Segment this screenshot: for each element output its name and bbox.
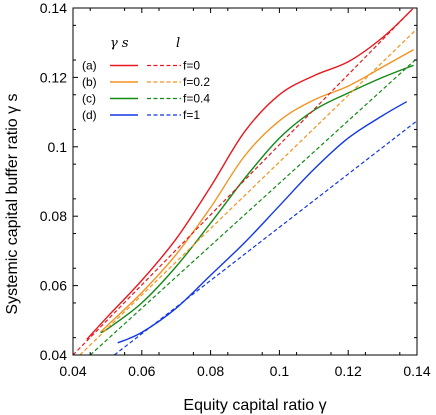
legend-header-gamma-s: γ s (110, 36, 129, 51)
x-tick-label: 0.14 (403, 363, 430, 379)
legend-value-label: f=0 (183, 59, 200, 73)
series-line-5 (79, 28, 417, 355)
legend-header-l: l (176, 36, 180, 51)
legend-row-label: (a) (82, 59, 97, 73)
x-tick-label: 0.12 (335, 363, 362, 379)
legend-row-label: (d) (82, 108, 97, 122)
y-tick-label: 0.06 (40, 278, 67, 294)
legend-row-label: (b) (82, 75, 97, 89)
legend-value-label: f=0.2 (183, 75, 210, 89)
x-tick-label: 0.04 (59, 363, 86, 379)
ticks-layer: 0.04 0.06 0.08 0.1 0.12 0.14 0.04 0.06 0.08 0.1 0.… (40, 0, 431, 379)
x-tick-label: 0.08 (197, 363, 224, 379)
series-line-3 (117, 101, 408, 344)
series-line-0 (86, 9, 413, 340)
y-axis-label: Systemic capital buffer ratio γ s (4, 93, 21, 314)
legend-value-label: f=0.4 (183, 92, 210, 106)
legend-value-label: f=1 (183, 108, 200, 122)
y-tick-label: 0.04 (40, 347, 67, 363)
x-tick-label: 0.06 (128, 363, 155, 379)
series-line-6 (89, 57, 417, 355)
series-line-1 (100, 48, 414, 333)
series-line-7 (113, 120, 417, 355)
plot-frame (72, 7, 418, 356)
x-tick-label: 0.1 (270, 363, 290, 379)
legend-row-label: (c) (82, 92, 96, 106)
y-tick-label: 0.14 (40, 0, 67, 16)
series-layer (73, 8, 417, 355)
legend: γ s l (a) f=0 (b) f=0.2 (c) f=0.4 (d) f=1 (82, 36, 210, 122)
x-axis-label: Equity capital ratio γ (183, 397, 326, 414)
y-tick-label: 0.12 (40, 69, 67, 85)
y-tick-label: 0.08 (40, 208, 67, 224)
series-line-4 (73, 8, 415, 355)
y-tick-label: 0.1 (48, 139, 68, 155)
series-line-2 (100, 64, 414, 334)
